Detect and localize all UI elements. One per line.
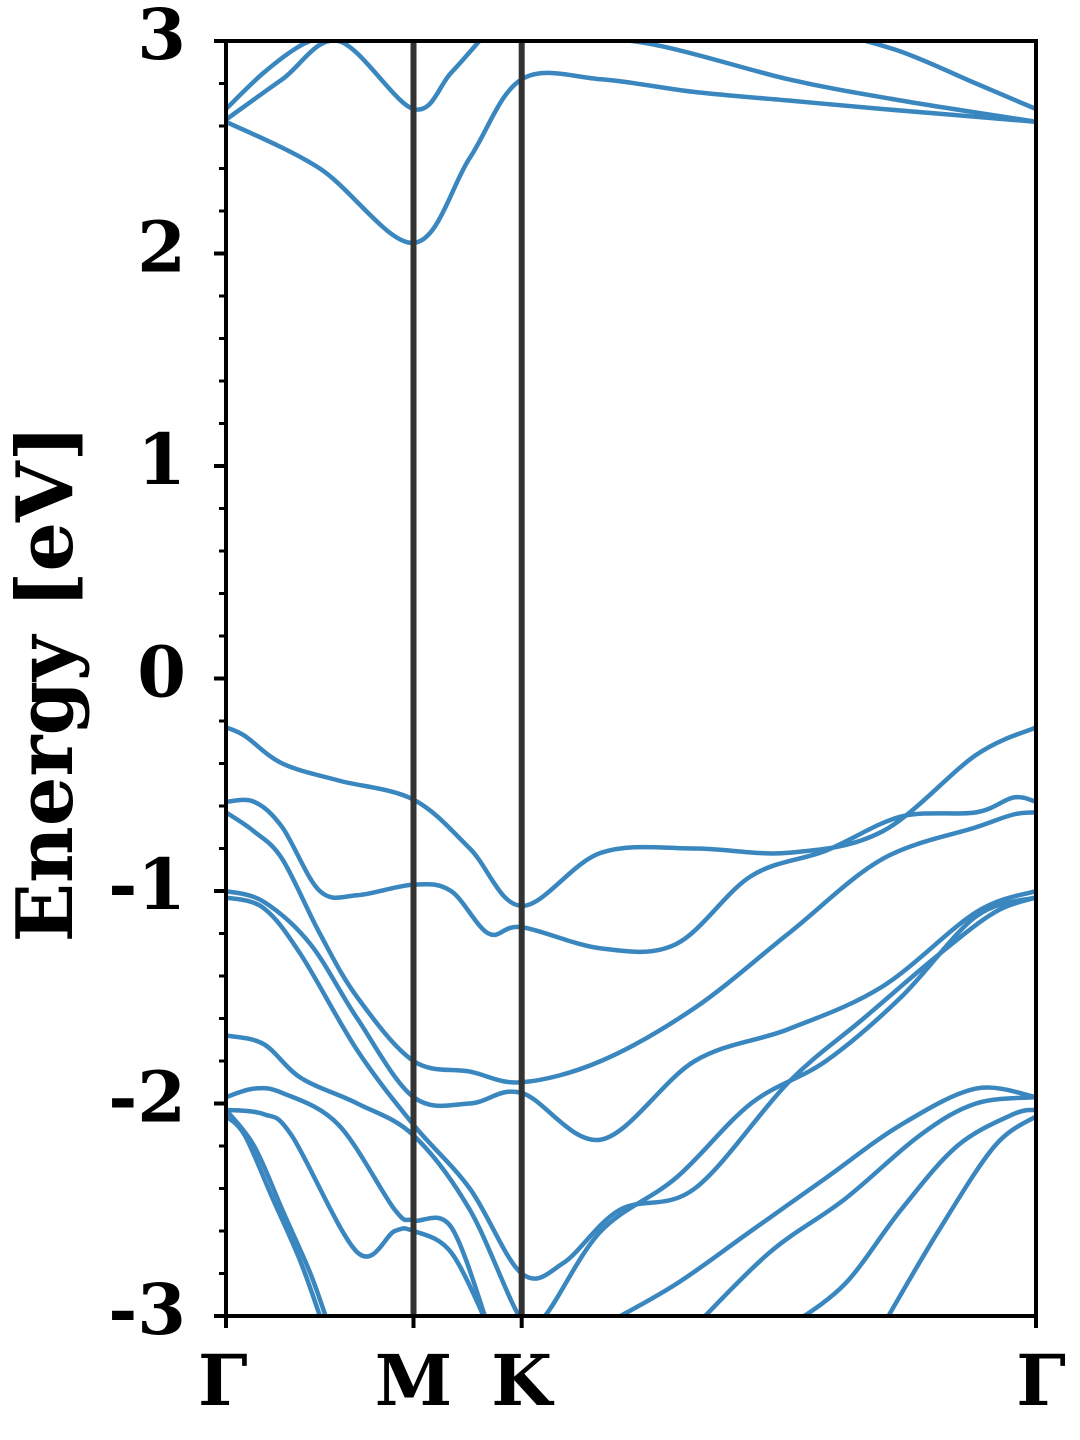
band-line-17 bbox=[702, 1094, 1036, 1316]
x-tick-label: K bbox=[491, 1339, 554, 1422]
band-line-4 bbox=[616, 41, 1036, 125]
band-line-5 bbox=[857, 41, 1036, 112]
band-line-8 bbox=[226, 810, 1036, 1085]
band-line-3 bbox=[226, 41, 316, 112]
y-tick-label: -3 bbox=[108, 1268, 186, 1351]
y-tick-label: 2 bbox=[137, 206, 186, 289]
y-tick-label: -1 bbox=[108, 843, 186, 926]
band-line-12 bbox=[226, 1085, 488, 1316]
band-line-7 bbox=[226, 794, 1036, 955]
axis-ticks bbox=[214, 39, 1038, 1328]
k-point-lines bbox=[410, 41, 525, 1316]
x-tick-label: Γ bbox=[198, 1339, 248, 1422]
band-line-10 bbox=[226, 895, 1036, 1281]
band-line-15 bbox=[226, 1114, 323, 1316]
band-line-9 bbox=[226, 888, 1036, 1143]
band-line-2 bbox=[226, 41, 483, 122]
y-axis-label: Energy [eV] bbox=[0, 425, 91, 943]
x-tick-label: Γ bbox=[1016, 1339, 1066, 1422]
plot-frame bbox=[224, 39, 1038, 1318]
y-tick-label: 0 bbox=[137, 631, 186, 714]
band-line-19 bbox=[885, 1114, 1036, 1316]
band-line-6 bbox=[226, 725, 1036, 909]
y-tick-label: 1 bbox=[137, 418, 186, 501]
tick-labels: -3 -2 -1 0 1 2 3 Γ M K Γ bbox=[108, 0, 1066, 1422]
band-line-16 bbox=[615, 1085, 1036, 1316]
band-line-13 bbox=[226, 1107, 487, 1316]
y-tick-label: -2 bbox=[108, 1056, 186, 1139]
band-lines bbox=[226, 41, 1036, 1316]
band-line-18 bbox=[800, 1107, 1036, 1316]
band-line-1 bbox=[226, 70, 1036, 246]
y-tick-label: 3 bbox=[137, 0, 186, 76]
band-line-11 bbox=[226, 895, 1036, 1316]
x-tick-label: M bbox=[375, 1339, 453, 1422]
